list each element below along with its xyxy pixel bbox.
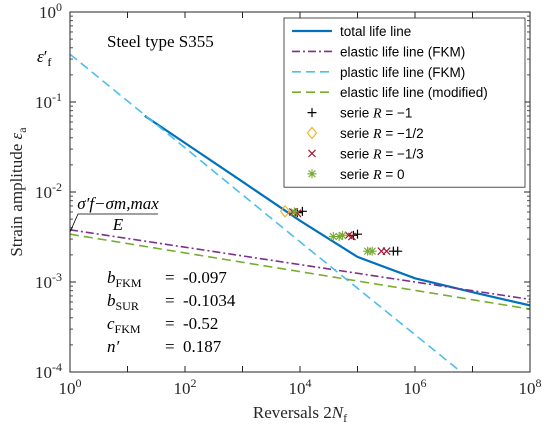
legend-marker xyxy=(306,126,318,140)
fraction-denominator: E xyxy=(112,215,124,234)
y-tick-label: 10-3 xyxy=(35,270,62,292)
x-tick-label: 100 xyxy=(59,376,82,398)
x-axis-label: Reversals 2Nf xyxy=(253,403,347,425)
data-point xyxy=(347,232,356,241)
data-point xyxy=(382,247,391,256)
data-point xyxy=(367,246,377,256)
legend-label: serie R = 0 xyxy=(340,167,404,183)
data-point xyxy=(338,230,348,240)
y-axis-label: Strain amplitude εa xyxy=(7,127,29,257)
y-tick-label: 10-4 xyxy=(35,360,62,382)
parameter-eq: = xyxy=(165,291,175,310)
data-point xyxy=(279,204,291,218)
parameter-value: -0.1034 xyxy=(183,291,236,310)
parameter-eq: = xyxy=(165,337,175,356)
fraction-numerator: σ′f−σm,max xyxy=(77,194,159,213)
parameter-name: bSUR xyxy=(107,291,139,313)
x-tick-label: 102 xyxy=(174,376,197,398)
series-layer xyxy=(70,53,530,372)
legend-label: elastic life line (FKM) xyxy=(340,44,465,59)
legend-box xyxy=(283,17,526,188)
data-point xyxy=(289,207,299,217)
legend-label: total life line xyxy=(340,24,411,39)
material-label: Steel type S355 xyxy=(107,32,214,51)
axes-frame xyxy=(69,11,531,373)
data-point xyxy=(328,232,338,242)
x-tick-label: 106 xyxy=(404,376,427,398)
legend-label: serie R = −1/2 xyxy=(340,126,424,142)
series-line-plastic-life-line-fkm xyxy=(70,53,463,372)
y-tick-label: 10-1 xyxy=(35,90,62,112)
parameter-name: cFKM xyxy=(107,314,141,336)
x-tick-label: 108 xyxy=(519,376,542,398)
legend-label: serie R = −1 xyxy=(340,106,412,122)
parameter-name: bFKM xyxy=(107,268,142,290)
data-point xyxy=(334,232,344,242)
parameter-value: -0.52 xyxy=(183,314,218,333)
data-point xyxy=(393,246,403,256)
y-tick-label: 100 xyxy=(39,0,62,22)
ef-label: ε′f xyxy=(37,47,51,69)
series-line-elastic-life-line-fkm xyxy=(70,229,530,301)
legend-label: elastic life line (modified) xyxy=(340,85,488,100)
legend-label: serie R = −1/3 xyxy=(340,146,424,162)
y-tick-label: 10-2 xyxy=(35,180,62,202)
legend-marker xyxy=(307,169,317,179)
parameter-eq: = xyxy=(165,314,175,333)
parameter-name: n′ xyxy=(107,337,120,356)
series-line-elastic-life-line-modified xyxy=(70,233,530,310)
legend-marker xyxy=(307,108,317,118)
fraction-pointer xyxy=(69,213,79,233)
parameter-value: -0.097 xyxy=(183,268,227,287)
legend-marker xyxy=(307,149,317,158)
series-line-total-life-line xyxy=(144,114,530,307)
parameter-value: 0.187 xyxy=(183,337,222,356)
data-point xyxy=(363,246,373,256)
x-tick-label: 104 xyxy=(289,376,312,398)
parameter-eq: = xyxy=(165,268,175,287)
legend-label: plastic life line (FKM) xyxy=(340,65,465,80)
